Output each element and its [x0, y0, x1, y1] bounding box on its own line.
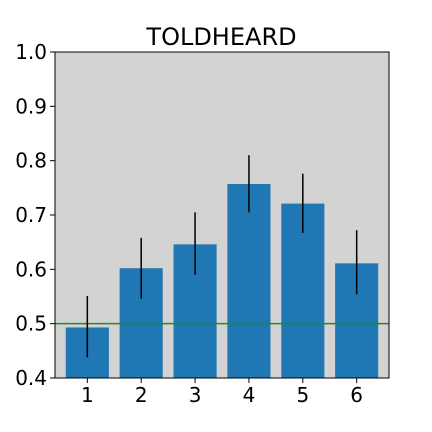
x-tick-label: 5: [296, 383, 309, 407]
bar-4: [227, 184, 271, 378]
chart-title: TOLDHEARD: [145, 23, 296, 51]
y-tick-label: 0.4: [15, 366, 47, 390]
x-tick-label: 4: [243, 383, 256, 407]
y-axis: 0.4 0.5 0.6 0.7 0.8 0.9 1.0: [15, 40, 55, 390]
y-tick-label: 0.8: [15, 149, 47, 173]
x-axis: 1 2 3 4 5 6: [81, 378, 363, 407]
y-tick-label: 1.0: [15, 40, 47, 64]
x-tick-label: 1: [81, 383, 94, 407]
x-tick-label: 6: [350, 383, 363, 407]
x-tick-label: 2: [135, 383, 148, 407]
error-bars: [86, 155, 358, 358]
y-tick-label: 0.9: [15, 94, 47, 118]
y-tick-label: 0.7: [15, 203, 47, 227]
x-tick-label: 3: [189, 383, 202, 407]
y-tick-label: 0.6: [15, 257, 47, 281]
y-tick-label: 0.5: [15, 312, 47, 336]
